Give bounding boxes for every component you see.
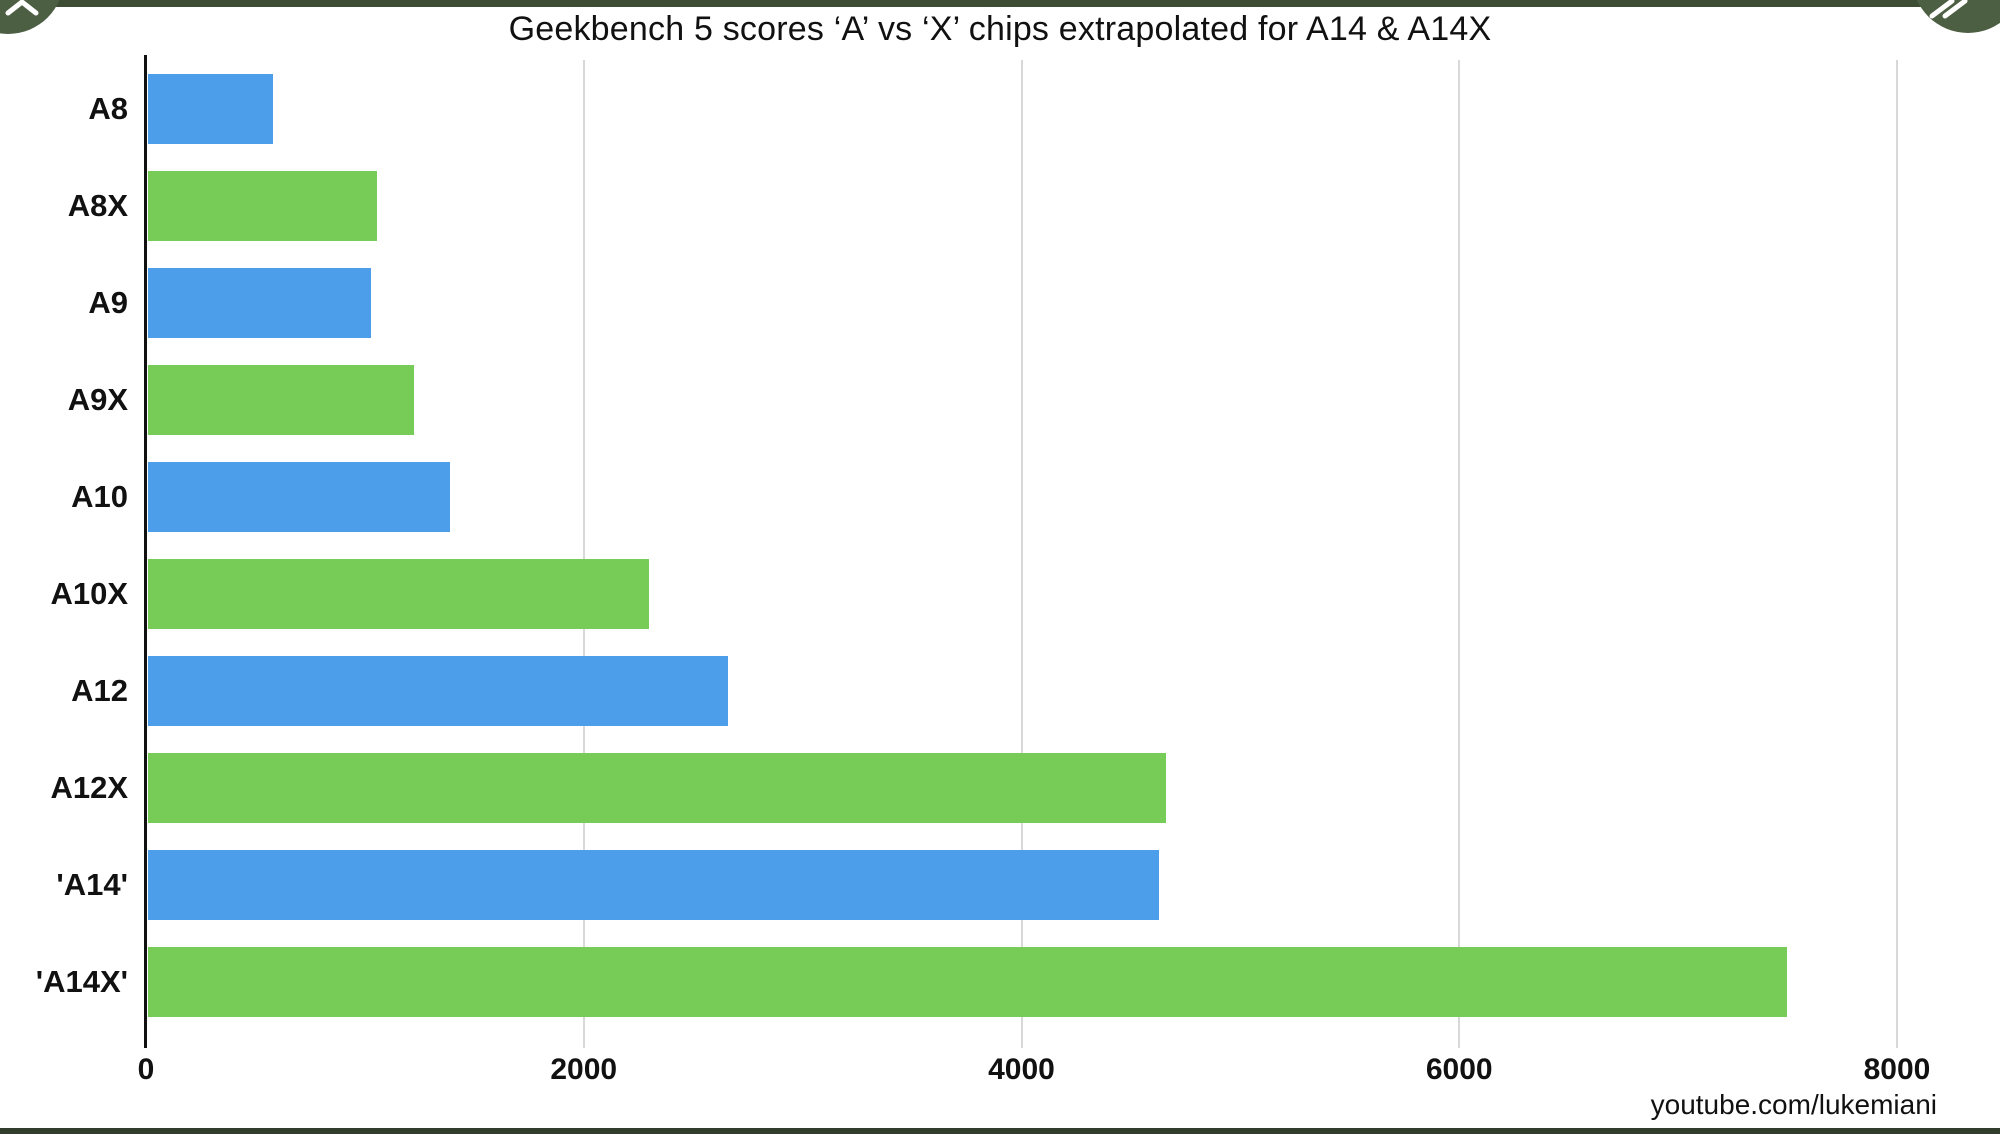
category-label: A8	[88, 90, 128, 126]
category-label: A12X	[50, 769, 128, 805]
category-label: A9X	[67, 381, 128, 417]
x-tick-label: 0	[137, 1053, 155, 1086]
category-label: A10X	[50, 575, 128, 611]
category-label: A9	[88, 284, 128, 320]
fast-forward-icon	[1929, 0, 1968, 19]
x-tick-label: 8000	[1863, 1053, 1931, 1086]
y-axis-line	[144, 55, 147, 1048]
chevron-up-icon	[5, 0, 39, 16]
chart-title: Geekbench 5 scores ‘A’ vs ‘X’ chips extr…	[508, 10, 1492, 48]
bar-A9	[148, 267, 372, 338]
bar-A8	[148, 73, 273, 144]
category-label: A8X	[67, 187, 128, 223]
x-tick-label: 2000	[550, 1053, 618, 1086]
category-label: A10	[71, 478, 128, 514]
gridline-6000	[1458, 60, 1461, 1048]
gridline-8000	[1896, 60, 1898, 1048]
gridline-2000	[582, 60, 585, 1048]
bar-A14X	[148, 946, 1788, 1017]
bar-A14	[148, 849, 1160, 920]
bar-A8X	[148, 170, 377, 241]
bar-A9X	[148, 364, 414, 435]
bar-A12	[148, 655, 729, 726]
top-bar	[0, 0, 2000, 7]
watermark-link: youtube.com/lukemiani	[1650, 1089, 1937, 1120]
bar-A10	[148, 461, 451, 532]
x-tick-label: 6000	[1425, 1053, 1493, 1086]
bar-A12X	[148, 752, 1166, 823]
bottom-bar	[0, 1128, 2000, 1134]
x-tick-label: 4000	[988, 1053, 1055, 1086]
bar-A10X	[148, 558, 650, 629]
category-label: 'A14'	[56, 866, 128, 902]
gridline-4000	[1020, 60, 1023, 1048]
category-label: 'A14X'	[35, 963, 128, 999]
category-label: A12	[71, 672, 128, 708]
